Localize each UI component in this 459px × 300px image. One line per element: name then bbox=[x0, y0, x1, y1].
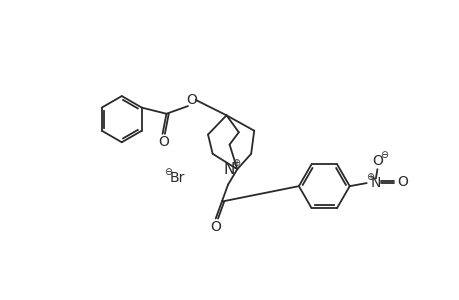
Text: ⊖: ⊖ bbox=[163, 167, 172, 177]
Text: Br: Br bbox=[169, 172, 185, 185]
Text: ⊕: ⊕ bbox=[232, 158, 240, 168]
Text: N: N bbox=[224, 162, 235, 177]
Text: O: O bbox=[186, 93, 197, 107]
Text: O: O bbox=[397, 175, 408, 188]
Text: N: N bbox=[370, 176, 380, 190]
Text: O: O bbox=[210, 220, 221, 234]
Text: O: O bbox=[371, 154, 382, 168]
Text: O: O bbox=[157, 135, 168, 149]
Text: ⊕: ⊕ bbox=[365, 172, 373, 182]
Text: ⊖: ⊖ bbox=[380, 150, 387, 160]
